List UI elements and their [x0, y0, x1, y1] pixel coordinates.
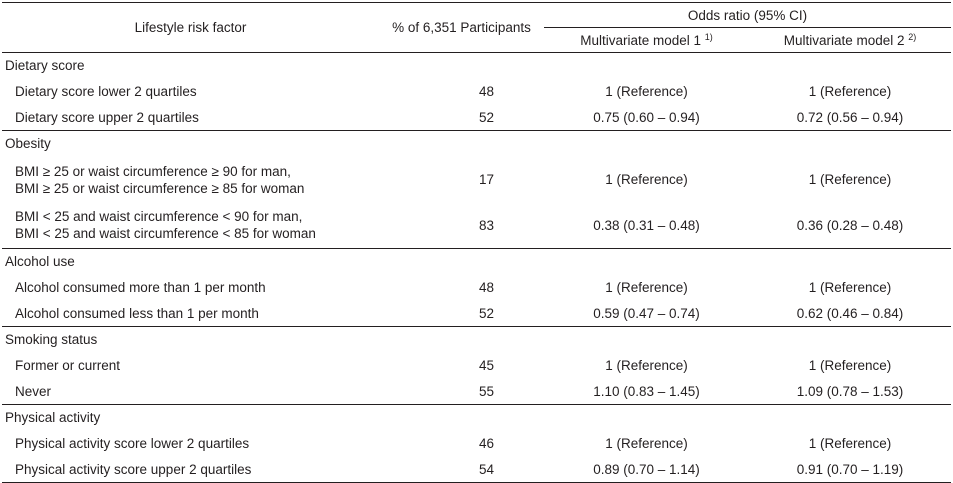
model-2-odds: 1 (Reference): [808, 436, 892, 451]
header-model-2: Multivariate model 2 2): [749, 27, 951, 53]
participant-percent: 52: [478, 109, 495, 125]
participant-percent: 45: [478, 358, 495, 373]
table-row: Dietary score upper 2 quartiles 52 0.75 (0…: [2, 105, 951, 131]
model-1-odds: 0.89 (0.70 – 1.14): [544, 456, 749, 483]
row-label-line: BMI < 25 and waist circumference < 85 fo…: [15, 226, 316, 242]
row-label: Dietary score upper 2 quartiles: [2, 105, 379, 131]
model-1-odds: 1 (Reference): [605, 436, 688, 451]
group-title: Dietary score: [2, 52, 951, 79]
model-2-odds: 1 (Reference): [808, 358, 892, 373]
group-title: Alcohol use: [2, 248, 951, 275]
model-2-odds: 0.72 (0.56 – 0.94): [796, 109, 904, 125]
row-label-line: BMI < 25 and waist circumference < 90 fo…: [15, 209, 303, 225]
row-label-line: Former or current: [15, 358, 121, 373]
row-label-line: Alcohol consumed less than 1 per month: [15, 305, 259, 321]
row-label: Alcohol consumed less than 1 per month: [2, 301, 379, 327]
group-row: Obesity: [2, 130, 951, 157]
model-2-odds: 1 (Reference): [808, 172, 892, 187]
participant-percent: 83: [478, 217, 495, 233]
row-label: Alcohol consumed more than 1 per month: [2, 275, 379, 301]
participant-percent: 52: [478, 305, 495, 321]
table-row: Dietary score lower 2 quartiles 48 1 (Refe…: [2, 79, 951, 105]
participant-percent: 17: [478, 172, 495, 187]
table-body: Dietary score Dietary score lower 2 quart…: [2, 52, 951, 483]
participant-percent: 54: [379, 456, 544, 483]
row-label-line: Never: [15, 383, 52, 399]
header-participants: % of 6,351 Participants: [379, 2, 544, 53]
group-title: Physical activity: [2, 404, 951, 431]
table-row: BMI ≥ 25 or waist circumference ≥ 90 for…: [2, 157, 951, 203]
group-title: Smoking status: [2, 326, 951, 353]
model-2-odds: 0.36 (0.28 – 0.48): [796, 217, 904, 233]
row-label-line: Dietary score lower 2 quartiles: [15, 84, 197, 99]
header-model-1: Multivariate model 1 1): [544, 27, 749, 53]
group-row: Physical activity: [2, 404, 951, 431]
participant-percent: 46: [478, 436, 495, 451]
table-row: Physical activity score lower 2 quartile…: [2, 431, 951, 457]
row-label: Physical activity score lower 2 quartile…: [2, 431, 379, 457]
model-1-odds: 0.38 (0.31 – 0.48): [593, 217, 700, 233]
header-model-2-label: Multivariate model 2: [783, 32, 905, 48]
row-label-line: BMI ≥ 25 or waist circumference ≥ 90 for…: [15, 163, 291, 179]
model-2-odds: 1.09 (0.78 – 1.53): [796, 383, 904, 399]
table-row: Alcohol consumed more than 1 per month 48…: [2, 275, 951, 301]
header-model-1-label: Multivariate model 1: [580, 32, 702, 48]
model-1-odds: 1.10 (0.83 – 1.45): [593, 383, 700, 399]
row-label-line: Physical activity score lower 2 quartile…: [15, 436, 250, 451]
table-row: Never 55 1.10 (0.83 – 1.45) 1.09 (0.78 – 1.…: [2, 379, 951, 405]
row-label-line: BMI ≥ 25 or waist circumference ≥ 85 for…: [15, 180, 305, 196]
group-row: Alcohol use: [2, 248, 951, 275]
row-label-line: Physical activity score upper 2 quartile…: [15, 461, 252, 477]
row-label: BMI ≥ 25 or waist circumference ≥ 90 for…: [2, 157, 379, 203]
model-1-odds: 0.59 (0.47 – 0.74): [593, 305, 700, 321]
model-1-odds: 1 (Reference): [605, 280, 688, 295]
table-row: Physical activity score upper 2 quartile…: [2, 456, 951, 483]
model-1-odds: 1 (Reference): [605, 84, 688, 99]
group-title: Obesity: [2, 130, 951, 157]
model-2-odds: 1 (Reference): [808, 84, 892, 99]
header-odds-ratio: Odds ratio (95% CI): [687, 7, 808, 23]
model-1-odds: 1 (Reference): [605, 172, 688, 187]
table-row: Former or current 45 1 (Reference) 1 (Refer…: [2, 353, 951, 379]
group-row: Smoking status: [2, 326, 951, 353]
header-lifestyle-risk-factor: Lifestyle risk factor: [2, 2, 379, 53]
table-row: BMI < 25 and waist circumference < 90 fo…: [2, 203, 951, 249]
model-2-odds: 1 (Reference): [808, 280, 892, 295]
header-model-2-footnote: 2): [908, 31, 917, 42]
row-label: Never: [2, 379, 379, 405]
participant-percent: 48: [478, 280, 495, 295]
participant-percent: 48: [478, 84, 495, 99]
model-2-odds: 0.62 (0.46 – 0.84): [796, 305, 904, 321]
row-label: Former or current: [2, 353, 379, 379]
model-1-odds: 0.75 (0.60 – 0.94): [593, 109, 700, 125]
row-label: BMI < 25 and waist circumference < 90 fo…: [2, 203, 379, 249]
table-row: Alcohol consumed less than 1 per month 52…: [2, 301, 951, 327]
model-2-odds: 0.91 (0.70 – 1.19): [749, 456, 951, 483]
group-row: Dietary score: [2, 52, 951, 79]
participant-percent: 55: [478, 383, 495, 399]
model-1-odds: 1 (Reference): [605, 358, 688, 373]
row-label-line: Alcohol consumed more than 1 per month: [15, 280, 266, 295]
row-label: Dietary score lower 2 quartiles: [2, 79, 379, 105]
header-model-1-footnote: 1): [704, 31, 713, 42]
row-label-line: Dietary score upper 2 quartiles: [15, 109, 199, 125]
row-label: Physical activity score upper 2 quartile…: [2, 456, 379, 483]
